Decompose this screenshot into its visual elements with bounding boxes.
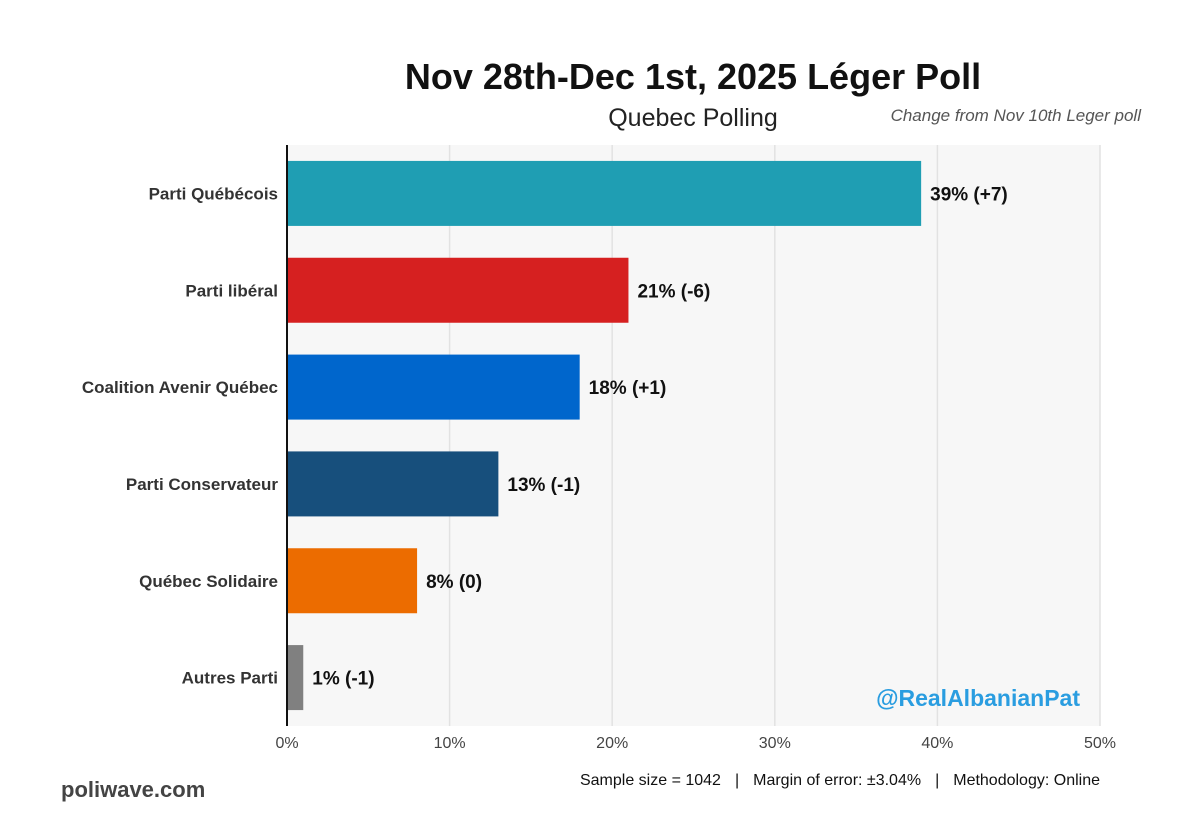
chart-title: Nov 28th-Dec 1st, 2025 Léger Poll (404, 56, 982, 97)
bar (287, 354, 580, 420)
category-label: Coalition Avenir Québec (82, 378, 278, 397)
x-tick-label: 10% (434, 735, 466, 752)
bar (287, 160, 922, 226)
footer-meta: Sample size = 1042 | Margin of error: ±3.0… (580, 772, 1100, 790)
grid-lines (448, 145, 1101, 726)
source-label: poliwave.com (61, 777, 206, 802)
margin-of-error: Margin of error: ±3.04% (753, 772, 922, 789)
x-tick-label: 20% (596, 735, 628, 752)
bar (287, 257, 629, 323)
separator: | (935, 772, 940, 789)
data-label: 8% (0) (426, 572, 482, 593)
category-label: Parti Conservateur (126, 475, 278, 494)
plot-background (287, 145, 1100, 726)
bars: Parti Québécois 39% (+7) Parti libéral 21% … (82, 160, 1008, 711)
x-tick-label: 30% (759, 735, 791, 752)
bar (287, 548, 418, 614)
data-label: 1% (-1) (312, 669, 374, 690)
category-label: Québec Solidaire (139, 572, 278, 591)
category-label: Autres Parti (182, 669, 278, 688)
x-tick-label: 40% (921, 735, 953, 752)
data-label: 13% (-1) (507, 475, 580, 496)
bar (287, 451, 499, 517)
x-tick-label: 50% (1084, 735, 1116, 752)
data-label: 18% (+1) (589, 378, 667, 399)
category-label: Parti libéral (185, 281, 278, 300)
watermark: @RealAlbanianPat (876, 685, 1080, 711)
methodology: Methodology: Online (953, 772, 1100, 789)
chart-subtitle: Quebec Polling (608, 104, 778, 132)
data-label: 39% (+7) (930, 184, 1008, 205)
change-note: Change from Nov 10th Leger poll (890, 106, 1141, 125)
separator: | (734, 772, 740, 789)
sample-size: Sample size = 1042 (579, 772, 721, 789)
category-label: Parti Québécois (149, 184, 278, 203)
x-tick-label: 0% (275, 735, 298, 752)
x-axis-ticks: 0% 10% 20% 30% 40% 50% (275, 735, 1116, 752)
bar (287, 645, 304, 711)
data-label: 21% (-6) (637, 281, 710, 302)
